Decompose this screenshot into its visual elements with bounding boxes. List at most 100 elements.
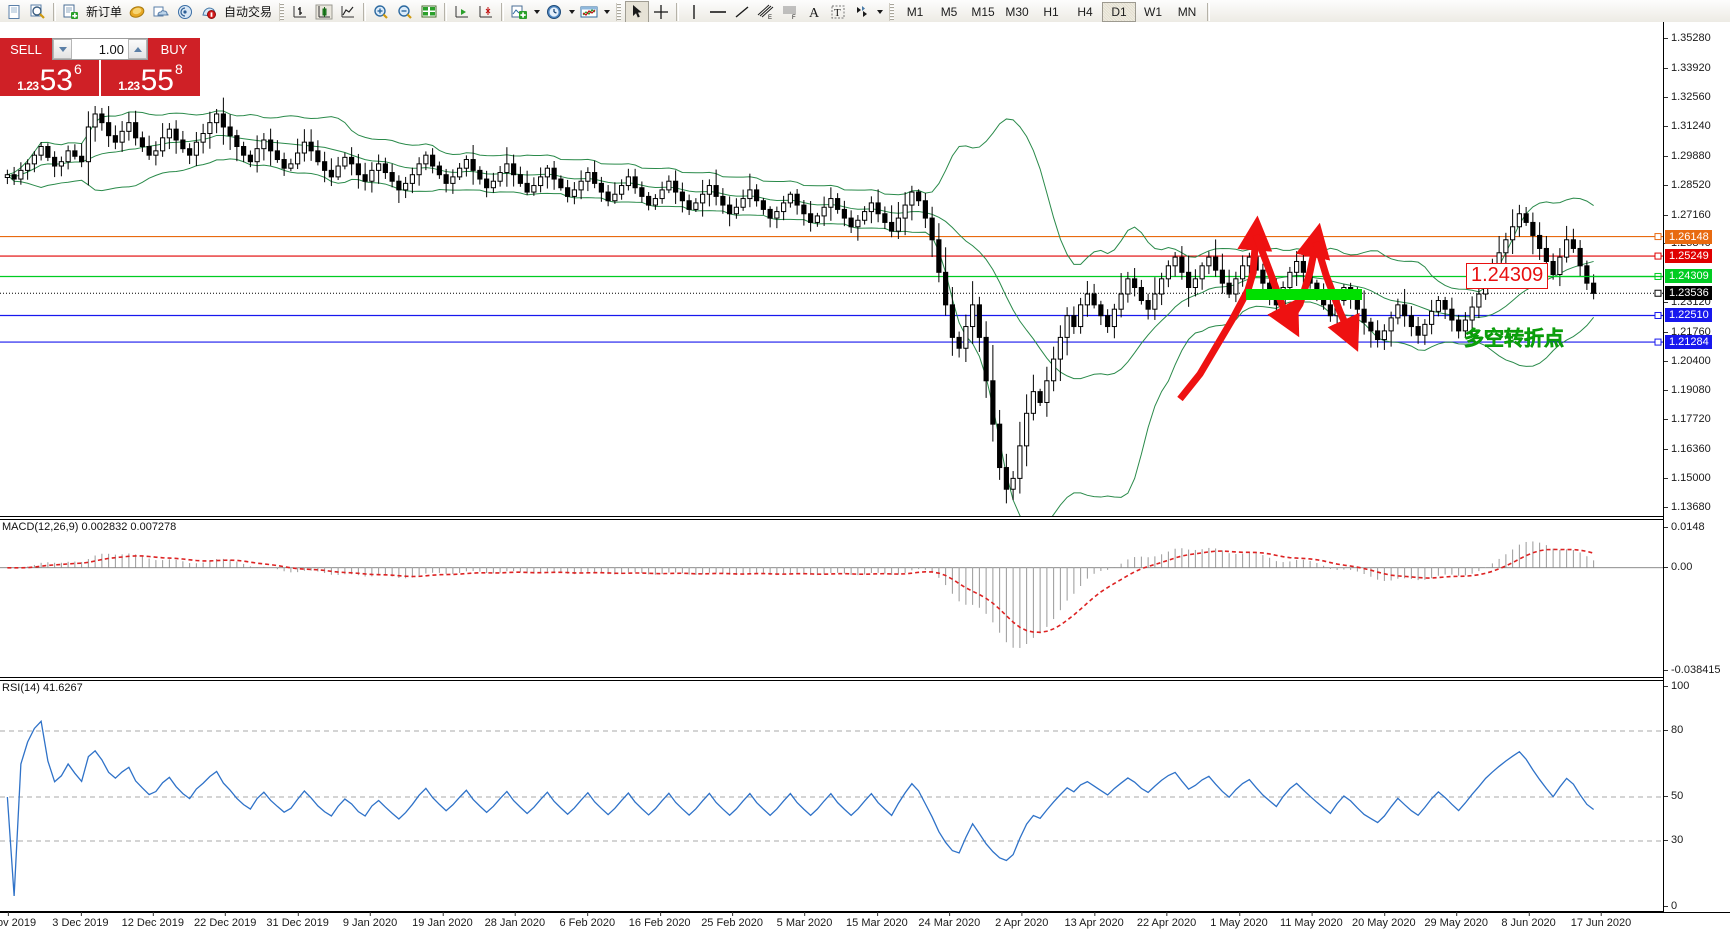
horizontal-line-icon[interactable]	[706, 1, 730, 23]
macd-label: MACD(12,26,9) 0.002832 0.007278	[0, 521, 179, 533]
cloud-icon[interactable]	[149, 1, 173, 23]
buy-price-big: 55	[140, 64, 174, 96]
price-axis-tick: 1.35280	[1664, 32, 1711, 44]
candle-chart-icon[interactable]	[312, 1, 336, 23]
add-indicator-icon[interactable]	[507, 1, 531, 23]
svg-text:F: F	[792, 15, 796, 20]
shapes-dropdown-icon[interactable]	[874, 1, 885, 23]
toolbar-separator-6	[1207, 2, 1211, 21]
price-axis-tick: 1.20400	[1664, 355, 1711, 367]
price-axis-tick: 1.19080	[1664, 384, 1711, 396]
volume-stepper[interactable]: 1.00	[52, 38, 148, 60]
templates-icon[interactable]	[577, 1, 601, 23]
new-order-label[interactable]: 新订单	[86, 5, 123, 19]
document-icon[interactable]	[2, 1, 26, 23]
autotrading-label[interactable]: 自动交易	[224, 5, 273, 19]
price-axis[interactable]: 1.35280 1.33920 1.32560 1.31240 1.29880 1.285…	[1663, 22, 1730, 912]
octp-header-row: SELL 1.00 BUY	[0, 38, 200, 60]
time-axis-tick: 9 Jan 2020	[342, 912, 398, 929]
buy-button[interactable]: BUY	[148, 38, 200, 60]
zoom-in-icon[interactable]	[369, 1, 393, 23]
data-window-icon[interactable]	[417, 1, 441, 23]
time-axis-tick: 22 Dec 2019	[194, 912, 257, 929]
sell-price-prefix: 1.23	[17, 79, 39, 93]
volume-input[interactable]: 1.00	[72, 39, 128, 59]
macd-pane[interactable]: MACD(12,26,9) 0.002832 0.007278	[0, 519, 1663, 678]
svg-text:T: T	[834, 7, 841, 19]
new-order-icon[interactable]	[59, 1, 83, 23]
time-axis[interactable]: 4 Nov 2019 3 Dec 2019 12 Dec 2019 22 Dec 20…	[0, 912, 1730, 940]
time-axis-tick: 1 May 2020	[1210, 912, 1268, 929]
time-axis-tick: 2 Apr 2020	[995, 912, 1049, 929]
search-icon[interactable]	[26, 1, 50, 23]
sell-price-box[interactable]: 1.23 53 6	[0, 60, 99, 96]
price-level-badge: 1.22510	[1665, 308, 1712, 323]
timeframe-w1[interactable]: W1	[1144, 4, 1163, 19]
time-axis-tick: 22 Apr 2020	[1136, 912, 1197, 929]
cursor-icon[interactable]	[625, 0, 650, 23]
buy-price-box[interactable]: 1.23 55 8	[101, 60, 200, 96]
toolbar-grip-2[interactable]	[616, 2, 622, 21]
timeframe-h1[interactable]: H1	[1043, 4, 1059, 19]
autoscroll-icon[interactable]	[474, 1, 498, 23]
fibonacci-icon[interactable]: F	[778, 1, 802, 23]
price-level-badge: 1.21284	[1665, 335, 1712, 350]
chart-shift-icon[interactable]	[450, 1, 474, 23]
add-indicator-dropdown-icon[interactable]	[531, 1, 542, 23]
price-level-badge: 1.26148	[1665, 229, 1712, 244]
period-clock-icon[interactable]	[542, 1, 566, 23]
toolbar-separator-5	[676, 2, 680, 21]
macd-axis-tick: 0.00	[1664, 561, 1692, 573]
autotrading-icon[interactable]	[197, 1, 221, 23]
price-tag-annotation: 1.24309	[1466, 263, 1549, 290]
rsi-pane[interactable]: RSI(14) 41.6267	[0, 680, 1663, 912]
one-click-trading-panel[interactable]: SELL 1.00 BUY 1.23 53 6 1.23 55 8	[0, 38, 200, 96]
equidistant-channel-icon[interactable]: E	[754, 1, 778, 23]
volume-decrement-button[interactable]	[53, 39, 72, 59]
crosshair-icon[interactable]	[649, 1, 673, 23]
timeframe-mn[interactable]: MN	[1177, 4, 1197, 19]
gold-coin-icon[interactable]	[125, 1, 149, 23]
time-axis-tick: 19 Jan 2020	[412, 912, 473, 929]
timeframe-m1[interactable]: M1	[906, 4, 924, 19]
zoom-out-icon[interactable]	[393, 1, 417, 23]
period-dropdown-icon[interactable]	[566, 1, 577, 23]
text-label-icon[interactable]: T	[826, 1, 850, 23]
line-chart-icon[interactable]	[336, 1, 360, 23]
toolbar-separator-2	[363, 2, 367, 21]
volume-increment-button[interactable]	[128, 39, 147, 59]
toolbar-grip[interactable]	[279, 2, 285, 21]
bar-chart-icon[interactable]	[288, 1, 312, 23]
time-axis-tick: 12 Dec 2019	[121, 912, 185, 929]
time-axis-tick: 28 Jan 2020	[484, 912, 546, 929]
toolbar-separator-3	[444, 2, 448, 21]
rsi-axis-tick: 50	[1664, 790, 1683, 802]
toolbar-separator	[53, 2, 56, 21]
shapes-icon[interactable]	[850, 1, 874, 23]
vertical-line-icon[interactable]	[682, 1, 706, 23]
svg-text:E: E	[768, 15, 772, 20]
trendline-icon[interactable]	[730, 1, 754, 23]
price-axis-tick: 1.16360	[1664, 443, 1711, 455]
time-axis-tick: 20 May 2020	[1351, 912, 1416, 929]
price-axis-tick: 1.28520	[1664, 179, 1711, 191]
timeframe-h4[interactable]: H4	[1077, 4, 1093, 19]
sell-button[interactable]: SELL	[0, 38, 52, 60]
rsi-axis-tick: 100	[1664, 680, 1689, 692]
signals-icon[interactable]	[173, 1, 197, 23]
macd-axis-tick: 0.0148	[1664, 521, 1705, 533]
toolbar-grip-3[interactable]	[889, 2, 895, 21]
timeframe-m15[interactable]: M15	[971, 4, 995, 19]
price-axis-tick: 1.33920	[1664, 62, 1711, 74]
timeframe-d1[interactable]: D1	[1102, 1, 1137, 22]
templates-dropdown-icon[interactable]	[601, 1, 612, 23]
price-chart-pane[interactable]	[0, 22, 1663, 517]
time-axis-tick: 17 Jun 2020	[1570, 912, 1632, 929]
text-icon[interactable]: A	[802, 1, 826, 23]
price-axis-tick: 1.27160	[1664, 209, 1711, 221]
timeframe-m5[interactable]: M5	[940, 4, 958, 19]
timeframe-m30[interactable]: M30	[1005, 4, 1029, 19]
time-axis-tick: 5 Mar 2020	[776, 912, 833, 929]
toolbar-separator-4	[501, 2, 505, 21]
